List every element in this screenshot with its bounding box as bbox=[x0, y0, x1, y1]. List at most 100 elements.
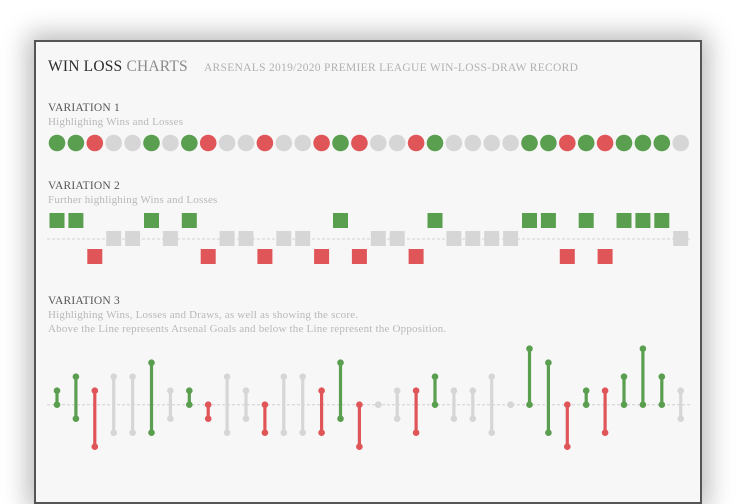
result-square bbox=[522, 213, 537, 228]
score-cap-top bbox=[242, 387, 250, 395]
score-cap-top bbox=[337, 359, 344, 367]
result-square bbox=[87, 249, 103, 264]
result-dot bbox=[370, 134, 387, 152]
score-cap-top bbox=[299, 373, 307, 381]
score-cap-bottom bbox=[356, 443, 363, 451]
result-square bbox=[49, 213, 65, 228]
result-square bbox=[597, 249, 613, 264]
variation1-description: Highlighing Wins and Losses bbox=[48, 116, 184, 128]
score-cap-top bbox=[677, 387, 684, 395]
result-square bbox=[162, 231, 178, 246]
score-cap-top bbox=[582, 387, 590, 395]
score-cap-bottom bbox=[545, 429, 552, 437]
page-subtitle: ARSENALS 2019/2020 PREMIER LEAGUE WIN-LO… bbox=[203, 62, 579, 74]
score-cap-top bbox=[91, 387, 99, 395]
score-cap-top bbox=[393, 387, 401, 395]
score-cap-top bbox=[356, 401, 363, 409]
score-cap-bottom bbox=[299, 429, 307, 437]
result-dot bbox=[540, 134, 557, 152]
score-cap-bottom bbox=[393, 415, 401, 423]
result-dot bbox=[67, 134, 85, 152]
chart-panel: WIN LOSS CHARTS ARSENALS 2019/2020 PREMI… bbox=[34, 40, 702, 504]
score-cap-bottom bbox=[261, 429, 269, 437]
score-cap-top bbox=[412, 387, 420, 395]
score-cap-top bbox=[72, 373, 80, 381]
result-dot bbox=[351, 134, 368, 152]
result-dot bbox=[256, 134, 274, 152]
result-dot bbox=[464, 134, 482, 152]
result-dot bbox=[672, 134, 689, 152]
result-dot bbox=[143, 134, 160, 152]
score-cap-bottom bbox=[167, 415, 174, 423]
variation3-description-line2: Above the Line represents Arsenal Goals … bbox=[48, 323, 447, 335]
score-cap-top bbox=[167, 387, 174, 395]
score-cap-top bbox=[469, 387, 477, 395]
result-square bbox=[503, 231, 519, 246]
score-cap-top bbox=[53, 387, 61, 395]
score-cap-top bbox=[110, 373, 117, 381]
result-square bbox=[540, 213, 556, 228]
result-square bbox=[370, 231, 386, 246]
score-cap-bottom bbox=[280, 429, 288, 437]
result-dot bbox=[237, 134, 255, 152]
score-cap-bottom bbox=[526, 401, 533, 409]
score-cap-bottom bbox=[431, 401, 439, 409]
score-cap-top bbox=[431, 373, 439, 381]
result-square bbox=[616, 213, 632, 228]
score-cap-top bbox=[545, 359, 552, 367]
result-square bbox=[106, 231, 122, 246]
result-dot bbox=[181, 134, 198, 152]
score-cap-bottom bbox=[223, 429, 231, 437]
result-square bbox=[276, 231, 292, 246]
result-square bbox=[181, 213, 197, 228]
score-cap-top bbox=[658, 373, 666, 381]
variation3-heading: VARIATION 3 bbox=[48, 295, 120, 307]
score-cap-top bbox=[204, 401, 212, 409]
score-cap-bottom bbox=[318, 429, 325, 437]
result-square bbox=[295, 231, 311, 246]
result-square bbox=[446, 231, 462, 246]
score-cap-bottom bbox=[639, 401, 647, 409]
result-dot bbox=[596, 134, 614, 152]
score-cap-bottom bbox=[91, 443, 99, 451]
result-square bbox=[238, 231, 254, 246]
score-cap-top bbox=[564, 401, 571, 409]
score-cap-bottom bbox=[507, 401, 514, 409]
result-dot bbox=[86, 134, 104, 152]
score-cap-bottom bbox=[129, 429, 136, 437]
score-cap-top bbox=[526, 345, 533, 353]
result-square bbox=[578, 213, 594, 228]
variation1-heading: VARIATION 1 bbox=[48, 102, 120, 114]
result-square bbox=[125, 231, 141, 246]
result-square bbox=[673, 231, 689, 246]
score-cap-bottom bbox=[601, 429, 609, 437]
result-dot bbox=[615, 134, 633, 152]
score-cap-bottom bbox=[658, 401, 666, 409]
score-cap-bottom bbox=[375, 401, 382, 409]
result-square bbox=[219, 231, 235, 246]
result-dot bbox=[483, 134, 501, 152]
score-cap-bottom bbox=[469, 415, 477, 423]
score-cap-bottom bbox=[620, 401, 628, 409]
result-square bbox=[408, 249, 424, 264]
score-cap-bottom bbox=[204, 415, 212, 423]
score-cap-top bbox=[261, 401, 269, 409]
result-dot bbox=[559, 134, 576, 152]
result-square bbox=[314, 249, 330, 264]
result-dot bbox=[445, 134, 463, 152]
score-cap-bottom bbox=[412, 429, 420, 437]
score-cap-bottom bbox=[337, 415, 344, 423]
score-cap-bottom bbox=[148, 429, 155, 437]
result-square bbox=[333, 213, 348, 228]
result-dot bbox=[426, 134, 444, 152]
result-square bbox=[257, 249, 273, 264]
score-cap-top bbox=[148, 359, 155, 367]
result-square bbox=[465, 231, 481, 246]
result-square bbox=[68, 213, 84, 228]
title-secondary: CHARTS bbox=[126, 58, 188, 75]
result-dot bbox=[388, 134, 406, 152]
variation2-heading: VARIATION 2 bbox=[48, 180, 120, 192]
title-primary: WIN LOSS bbox=[48, 58, 123, 75]
score-cap-top bbox=[129, 373, 136, 381]
result-dot bbox=[294, 134, 312, 152]
